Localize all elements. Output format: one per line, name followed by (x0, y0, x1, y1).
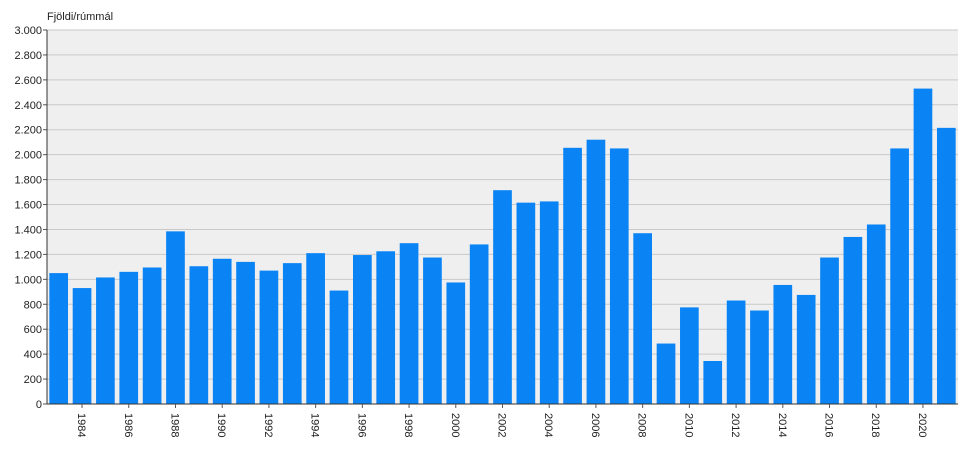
bars-group (49, 88, 956, 405)
bar-1983 (49, 273, 69, 404)
bar-1996 (353, 255, 372, 404)
bar-2002 (493, 190, 512, 404)
bar-1984 (72, 288, 92, 404)
x-tick-label: 1984 (75, 413, 87, 437)
y-tick-label: 0 (36, 399, 42, 411)
bar-1988 (166, 231, 185, 404)
x-tick-label: 2008 (636, 413, 648, 437)
bar-2010 (680, 307, 699, 404)
bar-1989 (189, 266, 209, 404)
y-tick-labels: 0 200 400 600 800 1.000 1.200 1.400 1.600 1.800 2.… (14, 25, 42, 411)
bar-1995 (329, 290, 349, 404)
bar-2006 (586, 139, 606, 404)
bar-2000 (446, 282, 466, 404)
x-tick-label: 1996 (355, 413, 367, 437)
bar-2019 (890, 148, 909, 404)
y-tick-label: 1.800 (14, 175, 42, 187)
bar-2020 (913, 88, 933, 404)
x-tick-label: 1990 (215, 413, 227, 437)
y-tick-label: 2.000 (14, 150, 42, 162)
y-tick-label: 3.000 (14, 25, 42, 37)
x-tick-label: 2002 (496, 413, 508, 437)
x-tick-label: 2010 (682, 413, 694, 437)
y-tick-label: 1.000 (14, 274, 42, 286)
y-tick-label: 600 (24, 324, 42, 336)
x-tick-label: 1992 (262, 413, 274, 437)
bar-2008 (633, 233, 652, 404)
bar-2017 (843, 236, 863, 404)
x-tick-label: 1994 (309, 413, 321, 437)
bar-2018 (866, 224, 886, 404)
x-tick-label: 1986 (122, 413, 134, 437)
y-tick-label: 800 (24, 299, 42, 311)
bar-1985 (96, 277, 115, 404)
bar-1990 (212, 258, 232, 404)
x-tick-labels: 1984 1986 1988 1990 1992 1994 1996 1998 2000 2002… (75, 404, 928, 437)
bar-2011 (703, 360, 723, 404)
bar-1993 (282, 263, 302, 404)
bar-1998 (399, 243, 419, 404)
y-tick-label: 400 (24, 349, 42, 361)
bar-1987 (142, 267, 162, 404)
x-tick-label: 1988 (168, 413, 180, 437)
bar-1999 (423, 257, 442, 404)
x-tick-label: 2012 (729, 413, 741, 437)
bar-2015 (796, 294, 816, 404)
bar-2009 (656, 343, 676, 404)
y-tick-label: 2.600 (14, 75, 42, 87)
x-tick-label: 1998 (402, 413, 414, 437)
bar-1992 (259, 270, 279, 404)
bar-2012 (726, 300, 746, 404)
bar-1994 (306, 253, 325, 404)
bar-2016 (820, 257, 839, 404)
bar-2021 (936, 127, 956, 405)
y-axis-label: Fjöldi/rúmmál (47, 11, 113, 23)
x-tick-label: 2006 (589, 413, 601, 437)
x-tick-label: 2004 (542, 413, 554, 437)
bar-2013 (750, 310, 769, 404)
x-tick-label: 2016 (823, 413, 835, 437)
x-tick-label: 2020 (916, 413, 928, 437)
bar-2005 (563, 147, 582, 404)
bar-1986 (119, 271, 139, 404)
bar-1997 (376, 251, 396, 404)
y-tick-label: 2.400 (14, 100, 42, 112)
bar-2007 (609, 148, 629, 404)
x-tick-label: 2018 (869, 413, 881, 437)
y-tick-label: 2.200 (14, 125, 42, 137)
y-tick-label: 2.800 (14, 50, 42, 62)
y-tick-label: 1.200 (14, 249, 42, 261)
x-tick-label: 2014 (776, 413, 788, 437)
bar-2003 (516, 202, 536, 404)
bar-2004 (539, 201, 559, 404)
y-tick-label: 200 (24, 374, 42, 386)
y-tick-label: 1.400 (14, 224, 42, 236)
bar-2001 (469, 244, 489, 404)
y-tick-label: 1.600 (14, 200, 42, 212)
bar-1991 (236, 261, 255, 404)
x-tick-label: 2000 (449, 413, 461, 437)
bar-2014 (773, 284, 793, 404)
